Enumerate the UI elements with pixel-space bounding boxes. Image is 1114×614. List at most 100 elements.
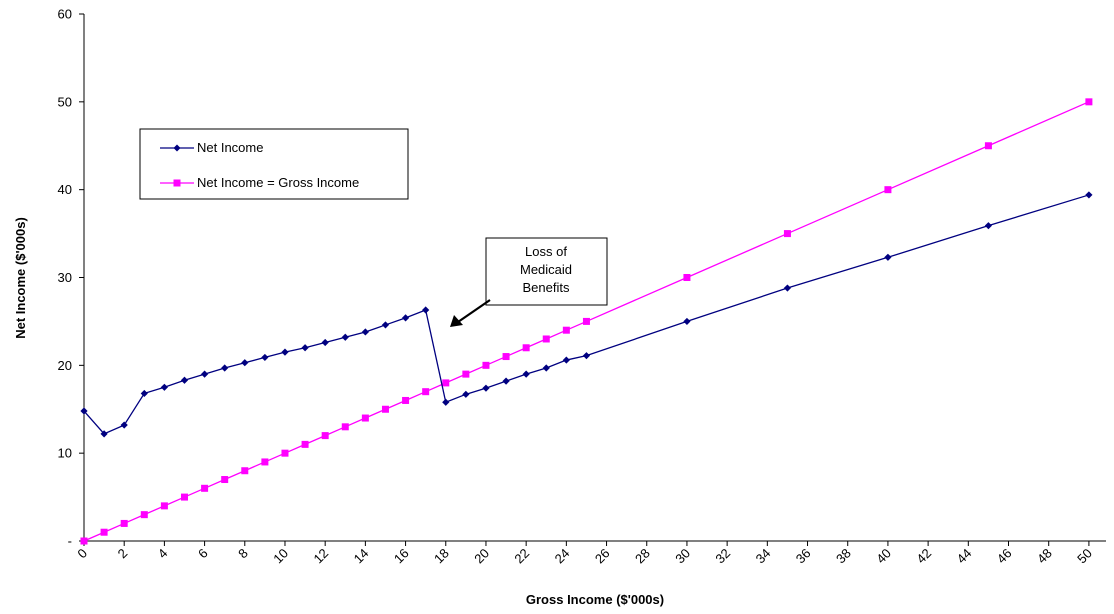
data-point xyxy=(241,359,249,367)
data-point xyxy=(281,449,289,457)
data-point xyxy=(783,230,791,238)
x-tick-label: 46 xyxy=(994,546,1015,567)
data-point xyxy=(582,352,591,360)
data-point xyxy=(884,253,892,261)
data-point xyxy=(80,537,88,545)
x-tick-label: 26 xyxy=(592,546,613,567)
x-tick-label: 22 xyxy=(511,546,532,567)
data-point xyxy=(462,370,470,378)
legend-marker-net-income xyxy=(173,144,181,152)
x-tick-label: 50 xyxy=(1074,546,1095,567)
data-point xyxy=(522,370,530,378)
legend-label-gross-income: Net Income = Gross Income xyxy=(197,175,359,190)
data-point xyxy=(683,317,691,326)
x-tick-label: 40 xyxy=(873,546,894,567)
x-tick-label: 42 xyxy=(913,546,934,567)
x-tick-label: 2 xyxy=(115,546,131,562)
callout-box xyxy=(485,237,608,306)
x-axis-title: Gross Income ($'000s) xyxy=(526,592,664,607)
data-point xyxy=(301,344,309,352)
x-tick-label: 10 xyxy=(270,546,291,567)
x-tick-label: 24 xyxy=(552,546,573,567)
data-point xyxy=(241,467,249,475)
data-point xyxy=(221,476,229,484)
callout-arrow-line xyxy=(457,299,491,323)
data-point xyxy=(301,440,309,448)
data-point xyxy=(261,458,269,466)
x-tick-label: 12 xyxy=(310,546,331,567)
data-point xyxy=(502,377,510,385)
data-point xyxy=(281,348,289,356)
x-tick-label: 0 xyxy=(74,546,90,562)
y-tick-label: 20 xyxy=(58,358,72,373)
series-net-income xyxy=(80,191,1093,438)
data-point xyxy=(482,361,490,369)
data-point xyxy=(341,333,349,341)
callout-line-1: Loss of xyxy=(525,244,567,259)
x-tick-label: 48 xyxy=(1034,546,1055,567)
y-tick-label: 40 xyxy=(58,182,72,197)
legend: Net Income Net Income = Gross Income xyxy=(139,128,409,200)
data-point xyxy=(221,364,229,372)
series-net-income-gross-income xyxy=(80,98,1093,545)
y-tick-label: 50 xyxy=(58,94,72,109)
data-point xyxy=(160,502,168,510)
callout-line-2: Medicaid xyxy=(520,262,572,277)
data-point xyxy=(582,317,590,325)
data-point xyxy=(261,353,269,362)
data-point xyxy=(160,383,168,391)
data-point xyxy=(140,511,148,519)
legend-label-net-income: Net Income xyxy=(197,140,263,155)
data-point xyxy=(562,356,570,364)
data-point xyxy=(462,390,470,398)
data-point xyxy=(120,519,128,527)
x-ticks: 0 2 4 6 8 10 12 14 16 18 20 22 24 26 28 30 32 34 36 38 40 42 4… xyxy=(74,541,1095,566)
x-tick-label: 28 xyxy=(632,546,653,567)
data-point xyxy=(542,364,550,372)
data-point xyxy=(683,274,691,281)
data-point xyxy=(321,338,329,347)
x-tick-label: 18 xyxy=(431,546,452,567)
y-ticks: - 10 20 30 40 50 60 xyxy=(58,7,84,549)
data-point xyxy=(321,432,329,440)
data-point xyxy=(482,384,490,392)
data-point xyxy=(1085,98,1093,106)
x-tick-label: 8 xyxy=(235,546,251,562)
data-point xyxy=(341,423,349,431)
callout-loss-of-medicaid: Loss of Medicaid Benefits xyxy=(450,237,608,327)
x-tick-label: 14 xyxy=(351,546,372,567)
y-tick-label: 10 xyxy=(58,446,72,461)
legend-box xyxy=(139,128,409,200)
x-tick-label: 4 xyxy=(155,546,171,562)
x-tick-label: 16 xyxy=(391,546,412,567)
data-point xyxy=(381,321,390,329)
x-tick-label: 6 xyxy=(195,546,211,562)
data-point xyxy=(80,407,88,415)
x-tick-label: 38 xyxy=(833,546,854,567)
data-point xyxy=(200,370,209,378)
data-point xyxy=(361,414,369,422)
data-point xyxy=(562,326,570,334)
data-point xyxy=(180,376,189,384)
data-point xyxy=(201,484,209,492)
data-point xyxy=(522,344,530,352)
y-tick-label: - xyxy=(68,534,72,549)
data-point xyxy=(502,353,510,361)
data-point xyxy=(984,142,992,150)
series-line-net-income xyxy=(83,194,1090,435)
data-point xyxy=(783,284,792,292)
data-point xyxy=(442,379,450,387)
data-point xyxy=(984,222,993,230)
data-point xyxy=(120,421,128,429)
callout-arrowhead xyxy=(450,315,463,327)
data-point xyxy=(1085,191,1093,199)
x-tick-label: 44 xyxy=(954,546,975,567)
x-tick-label: 20 xyxy=(471,546,492,567)
y-tick-label: 30 xyxy=(58,270,72,285)
data-point xyxy=(180,493,188,501)
legend-marker-gross-income xyxy=(173,179,181,187)
data-point xyxy=(100,528,108,536)
data-point xyxy=(402,396,410,404)
data-point xyxy=(422,306,430,314)
